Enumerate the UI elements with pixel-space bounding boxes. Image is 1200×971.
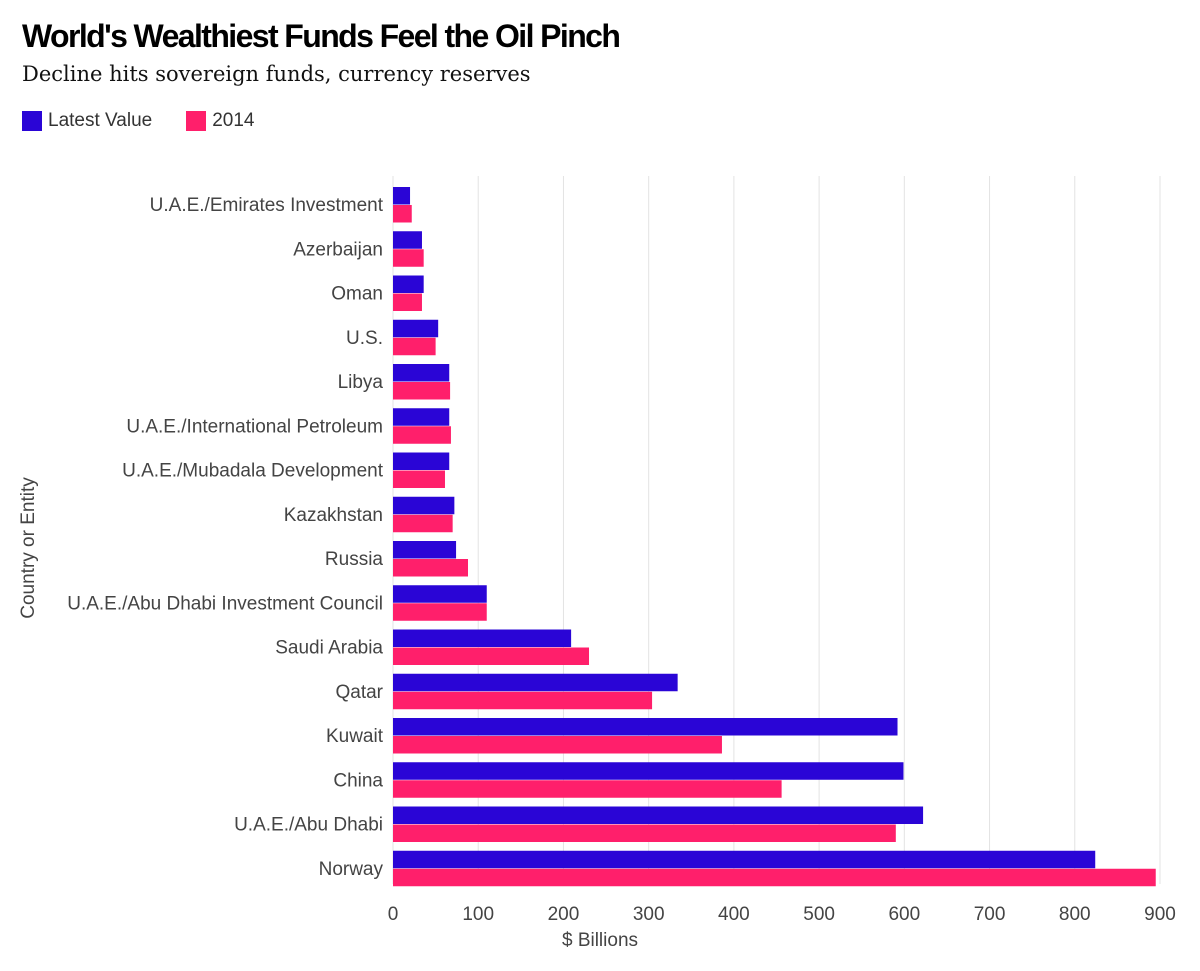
bar-latest: [393, 673, 678, 692]
bar-latest: [393, 187, 411, 205]
legend-item-2014: 2014: [186, 110, 255, 132]
category-label: Azerbaijan: [293, 239, 383, 260]
x-tick-label: 900: [1144, 904, 1176, 925]
category-label: U.A.E./Abu Dhabi Investment Council: [67, 593, 383, 614]
legend-swatch-2014: [186, 111, 207, 131]
legend-item-latest: Latest Value: [22, 110, 152, 132]
x-tick-label: 800: [1059, 904, 1091, 925]
category-label: Kuwait: [326, 726, 384, 747]
bars: [393, 187, 1156, 887]
bar-2014: [393, 470, 445, 488]
category-label: U.A.E./Emirates Investment: [150, 195, 384, 216]
y-axis-label: Country or Entity: [18, 477, 39, 619]
bar-latest: [393, 275, 424, 293]
x-tick-label: 300: [633, 904, 665, 925]
bar-latest: [393, 496, 455, 515]
category-label: U.A.E./Mubadala Development: [122, 461, 384, 482]
x-tick-label: 400: [718, 904, 750, 925]
category-label: Norway: [319, 859, 384, 880]
bar-2014: [393, 382, 451, 400]
bar-latest: [393, 850, 1096, 869]
legend: Latest Value 2014: [22, 110, 255, 132]
bar-latest: [393, 319, 439, 338]
bar-2014: [393, 868, 1156, 887]
bar-2014: [393, 736, 722, 754]
bar-2014: [393, 824, 896, 842]
bar-latest: [393, 364, 450, 382]
bar-2014: [393, 559, 468, 577]
category-labels: U.A.E./Emirates Investment Azerbaijan Oman…: [67, 195, 383, 880]
bar-latest: [393, 629, 572, 647]
x-tick-label: 500: [803, 904, 835, 925]
bar-2014: [393, 293, 422, 311]
bar-2014: [393, 249, 424, 267]
chart-subtitle: Decline hits sovereign funds, currency r…: [22, 62, 531, 86]
bar-2014: [393, 337, 436, 356]
bar-latest: [393, 452, 450, 470]
bar-2014: [393, 647, 590, 665]
category-label: Russia: [325, 549, 384, 570]
x-tick-label: 600: [888, 904, 920, 925]
bar-2014: [393, 514, 453, 533]
bar-latest: [393, 408, 450, 426]
bar-latest: [393, 806, 924, 824]
category-label: Oman: [331, 284, 383, 305]
category-label: U.S.: [346, 328, 383, 349]
category-label: Libya: [338, 372, 384, 393]
x-tick-labels: 0 100 200 300 400 500 600 700 800 900: [388, 904, 1176, 925]
bar-latest: [393, 541, 457, 559]
bar-latest: [393, 762, 904, 780]
category-label: Qatar: [335, 682, 383, 703]
category-label: Saudi Arabia: [275, 638, 383, 659]
bar-latest: [393, 718, 898, 736]
category-label: Kazakhstan: [284, 505, 383, 526]
x-tick-label: 0: [388, 904, 399, 925]
x-tick-label: 700: [974, 904, 1006, 925]
legend-label-latest: Latest Value: [48, 110, 153, 131]
bar-2014: [393, 426, 451, 444]
bar-latest: [393, 585, 487, 603]
bar-latest: [393, 231, 422, 249]
legend-swatch-latest: [22, 111, 42, 131]
category-label: U.A.E./International Petroleum: [126, 416, 383, 437]
category-label: China: [333, 770, 383, 791]
x-tick-label: 100: [462, 904, 494, 925]
x-tick-label: 200: [548, 904, 580, 925]
bar-2014: [393, 691, 653, 710]
chart-title: World's Wealthiest Funds Feel the Oil Pi…: [22, 18, 621, 54]
legend-label-2014: 2014: [212, 110, 255, 131]
bar-2014: [393, 603, 487, 621]
category-label: U.A.E./Abu Dhabi: [234, 815, 383, 836]
bar-2014: [393, 780, 782, 798]
bar-2014: [393, 205, 412, 223]
x-axis-label: $ Billions: [562, 930, 638, 951]
